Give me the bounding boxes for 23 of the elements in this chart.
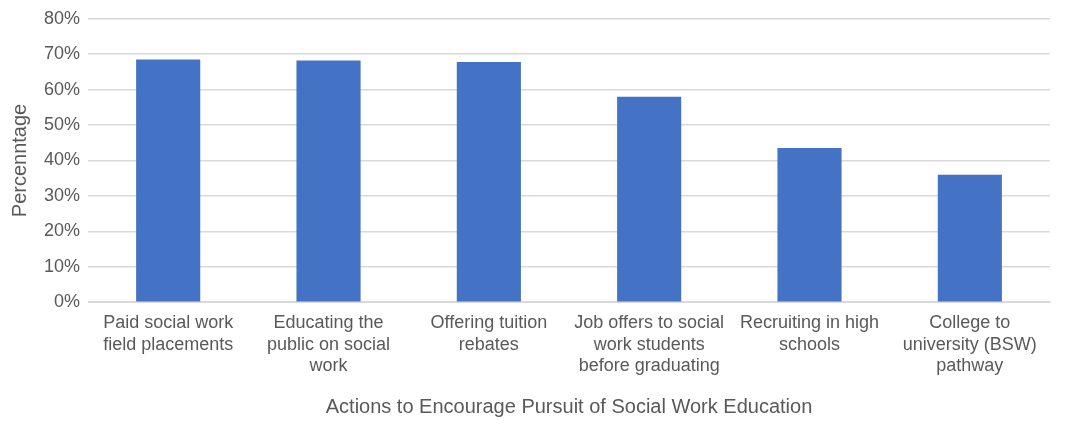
bar <box>296 60 361 302</box>
bar <box>456 62 521 302</box>
y-tick-label: 70% <box>44 43 81 64</box>
x-tick-label: College to university (BSW) pathway <box>902 311 1037 376</box>
x-tick-label: Offering tuition rebates <box>430 311 548 354</box>
bar <box>617 96 682 302</box>
y-tick-label: 80% <box>44 7 81 28</box>
y-tick-label: 40% <box>44 149 81 170</box>
y-tick-label: 0% <box>54 291 81 312</box>
bar <box>777 148 842 302</box>
y-tick-label: 10% <box>44 255 81 276</box>
x-tick-label: Paid social work field placements <box>103 311 235 354</box>
y-tick-label: 60% <box>44 78 81 99</box>
y-axis-title: Percenntage <box>7 103 30 218</box>
bar <box>937 174 1002 302</box>
x-tick-label: Recruiting in high schools <box>739 311 880 354</box>
x-axis-title: Actions to Encourage Pursuit of Social Work Education <box>325 394 813 417</box>
bar <box>136 59 201 302</box>
y-tick-label: 20% <box>44 220 81 241</box>
y-tick-label: 30% <box>44 184 81 205</box>
x-tick-label: Job offers to social work students before graduating <box>574 311 725 376</box>
x-tick-label: Educating the public on social work <box>266 311 391 376</box>
y-tick-label: 50% <box>44 114 81 135</box>
